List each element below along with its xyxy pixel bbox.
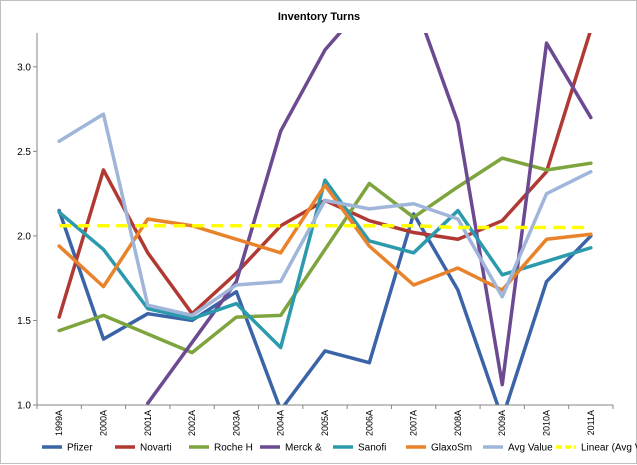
legend-label: Roche H (214, 443, 253, 454)
series-line-linear-avg-value (59, 224, 591, 230)
legend-label: Sanofi (358, 443, 386, 454)
series-line-merck (146, 33, 593, 405)
x-tick-label: 2000A (98, 410, 108, 436)
series-line-sanofi (57, 178, 593, 350)
x-tick-label: 2007A (409, 410, 419, 436)
x-tick-label: 2006A (364, 410, 374, 436)
y-tick-label: 2.5 (17, 147, 31, 158)
y-axis: 1.0 1.5 2.0 2.5 3.0 (17, 33, 38, 412)
y-tick-label: 3.0 (17, 62, 31, 73)
legend-label: Avg Value (508, 443, 553, 454)
chart-title: Inventory Turns (278, 11, 360, 23)
legend-item: Novarti (115, 443, 172, 454)
x-axis: 1999A 2000A 2001A 2002A 2003A 2004A 2005A 2006A… (36, 404, 614, 436)
legend-label: GlaxoSm (431, 443, 472, 454)
plot-area (57, 33, 593, 405)
legend-item: Linear (Avg Value) (556, 443, 637, 454)
legend: Pfizer Novarti Roche H Merck & Sanofi GlaxoSm… (42, 443, 637, 454)
y-tick-label: 2.0 (17, 231, 31, 242)
legend-item: Pfizer (42, 443, 93, 454)
x-tick-label: 2001A (143, 410, 153, 436)
x-tick-label: 2003A (231, 410, 241, 436)
legend-item: GlaxoSm (406, 443, 472, 454)
series-line-glaxosm (57, 183, 593, 292)
x-tick-label: 2008A (453, 410, 463, 436)
x-tick-label: 2011A (586, 410, 596, 435)
y-tick-label: 1.0 (17, 401, 31, 412)
legend-label: Novarti (140, 443, 172, 454)
legend-label: Linear (Avg Value) (581, 443, 637, 454)
x-tick-label: 2005A (320, 410, 330, 436)
legend-item: Sanofi (333, 443, 386, 454)
x-tick-label: 2010A (542, 410, 552, 436)
series-line-avg-value (57, 112, 593, 318)
series-line-roche-h (57, 156, 593, 355)
y-tick-label: 1.5 (17, 316, 31, 327)
x-tick-label: 1999A (54, 410, 64, 436)
legend-label: Merck & (285, 443, 322, 454)
series-line-pfizer (57, 208, 593, 405)
legend-item: Avg Value (483, 443, 553, 454)
x-tick-label: 2004A (276, 410, 286, 436)
legend-item: Roche H (189, 443, 253, 454)
legend-label: Pfizer (67, 443, 93, 454)
x-tick-label: 2002A (187, 410, 197, 436)
legend-item: Merck & (260, 443, 322, 454)
x-tick-label: 2009A (497, 410, 507, 436)
